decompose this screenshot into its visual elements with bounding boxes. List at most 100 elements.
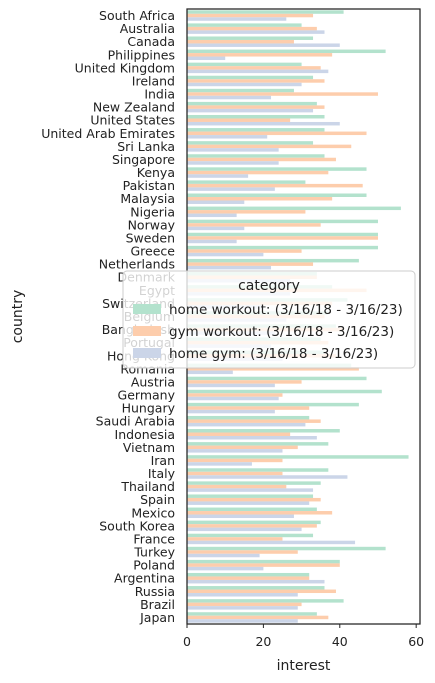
bar-series-0-row-14 — [187, 193, 367, 197]
country-tick-label: Hungary — [122, 401, 176, 416]
bar-series-2-row-5 — [187, 82, 302, 87]
bar-series-0-row-42 — [187, 559, 340, 564]
bar-series-1-row-33 — [187, 445, 298, 450]
bar-series-0-row-43 — [187, 572, 310, 577]
country-tick-label: Iran — [151, 453, 175, 468]
legend-box — [122, 270, 416, 369]
bar-series-2-row-43 — [187, 579, 325, 584]
bar-series-1-row-19 — [187, 262, 314, 266]
bar-series-2-row-15 — [187, 213, 237, 218]
bar-series-1-row-31 — [187, 419, 321, 423]
bar-series-2-row-32 — [187, 436, 317, 440]
bar-series-2-row-41 — [187, 553, 260, 558]
country-tick-label: Netherlands — [99, 257, 175, 272]
legend-items: home workout: (3/16/18 - 3/16/23) gym wor… — [133, 302, 403, 362]
bar-series-2-row-38 — [187, 514, 294, 519]
bar-series-2-row-17 — [187, 239, 237, 244]
legend-swatch — [133, 348, 161, 358]
bar-series-0-row-34 — [187, 455, 409, 459]
bar-series-0-row-1 — [187, 23, 302, 27]
legend-title: category — [238, 278, 300, 294]
country-tick-label: Japan — [139, 610, 175, 625]
bar-series-0-row-11 — [187, 154, 325, 158]
bar-series-1-row-3 — [187, 53, 333, 57]
bar-series-0-row-7 — [187, 101, 317, 106]
bar-series-0-row-40 — [187, 533, 314, 538]
bar-series-2-row-45 — [187, 606, 298, 610]
bar-series-1-row-41 — [187, 550, 298, 554]
bar-series-2-row-12 — [187, 174, 249, 178]
country-tick-label: Thailand — [120, 479, 175, 494]
bar-series-1-row-10 — [187, 144, 352, 149]
country-tick-label: Spain — [140, 492, 175, 507]
bar-series-0-row-6 — [187, 88, 294, 93]
bar-series-2-row-44 — [187, 593, 298, 597]
bar-series-0-row-41 — [187, 546, 386, 551]
bar-series-2-row-46 — [187, 619, 298, 623]
bar-series-1-row-38 — [187, 511, 333, 515]
bar-series-0-row-17 — [187, 232, 378, 237]
bar-series-1-row-27 — [187, 367, 359, 371]
bar-series-1-row-29 — [187, 393, 283, 397]
x-axis-title: interest — [277, 658, 331, 674]
bar-series-2-row-31 — [187, 422, 306, 427]
bar-series-1-row-30 — [187, 406, 310, 410]
country-tick-label: Sweden — [126, 230, 175, 245]
bar-series-0-row-39 — [187, 520, 321, 525]
bar-series-2-row-18 — [187, 252, 264, 257]
x-tick-label: 60 — [408, 634, 424, 649]
country-tick-label: United Arab Emirates — [41, 126, 175, 141]
bar-series-2-row-40 — [187, 540, 356, 545]
bar-series-1-row-42 — [187, 563, 340, 567]
x-tick-label: 20 — [255, 634, 271, 649]
bar-series-1-row-46 — [187, 615, 329, 620]
country-tick-label: Canada — [127, 34, 175, 49]
x-tick-label: 40 — [332, 634, 348, 649]
bar-series-2-row-39 — [187, 527, 302, 532]
legend-label: home gym: (3/16/18 - 3/16/23) — [169, 346, 378, 362]
bar-series-2-row-10 — [187, 148, 279, 152]
country-tick-label: Indonesia — [115, 427, 175, 442]
country-tick-label: India — [144, 87, 175, 102]
bar-series-2-row-42 — [187, 566, 264, 571]
bar-series-0-row-18 — [187, 245, 378, 250]
bar-series-2-row-28 — [187, 383, 275, 388]
country-tick-label: Vietnam — [123, 440, 175, 455]
country-tick-label: United Kingdom — [75, 60, 175, 75]
country-tick-label: Italy — [148, 466, 176, 481]
bar-series-2-row-13 — [187, 187, 275, 191]
bar-series-0-row-5 — [187, 75, 314, 80]
bar-series-0-row-29 — [187, 389, 382, 394]
bar-series-0-row-37 — [187, 494, 314, 498]
bar-series-1-row-39 — [187, 524, 317, 528]
bar-series-0-row-13 — [187, 180, 306, 184]
country-tick-label: Saudi Arabia — [96, 414, 175, 429]
legend-swatch — [133, 304, 161, 314]
country-tick-label: Greece — [131, 244, 176, 259]
bar-series-1-row-14 — [187, 196, 333, 201]
country-tick-label: Russia — [135, 584, 175, 599]
country-tick-label: Sri Lanka — [117, 139, 175, 154]
bar-series-2-row-33 — [187, 449, 283, 453]
bar-series-1-row-6 — [187, 92, 378, 96]
bar-series-1-row-34 — [187, 458, 283, 463]
country-tick-label: Singapore — [112, 152, 175, 167]
country-tick-label: New Zealand — [93, 100, 175, 115]
legend-label: home workout: (3/16/18 - 3/16/23) — [169, 302, 403, 318]
bar-series-2-row-14 — [187, 200, 245, 204]
bar-series-1-row-8 — [187, 118, 291, 122]
bar-series-2-row-9 — [187, 135, 268, 139]
bar-series-0-row-33 — [187, 442, 329, 446]
bar-series-1-row-13 — [187, 183, 363, 188]
bar-series-0-row-15 — [187, 206, 401, 211]
country-tick-label: Mexico — [131, 505, 175, 520]
bar-series-0-row-31 — [187, 415, 310, 420]
bar-series-2-row-4 — [187, 69, 329, 74]
bar-series-1-row-16 — [187, 223, 321, 227]
bar-series-1-row-37 — [187, 497, 321, 502]
bar-series-1-row-9 — [187, 131, 367, 136]
bar-series-0-row-10 — [187, 141, 314, 145]
legend: category home workout: (3/16/18 - 3/16/2… — [122, 270, 416, 369]
bar-series-1-row-45 — [187, 602, 302, 607]
country-tick-label: Germany — [118, 388, 176, 403]
